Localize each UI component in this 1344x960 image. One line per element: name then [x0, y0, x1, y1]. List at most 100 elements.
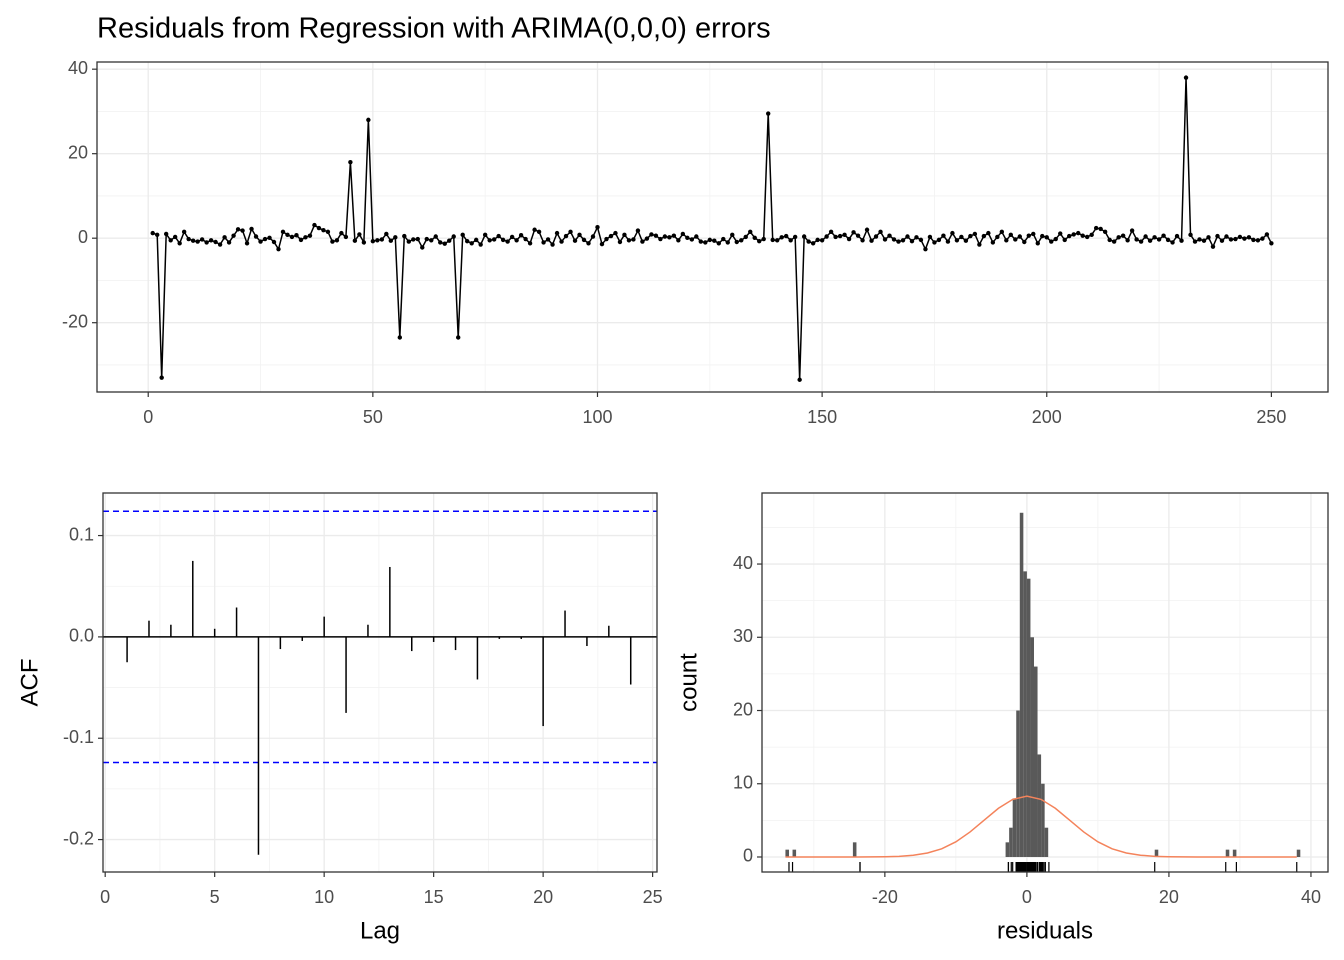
residual-point: [658, 236, 663, 242]
residual-point: [613, 230, 618, 236]
residual-point: [1008, 232, 1014, 238]
residual-point: [348, 159, 353, 165]
residual-point: [1264, 232, 1270, 237]
residual-point: [806, 239, 811, 244]
residual-point: [1246, 235, 1252, 240]
residual-point: [1049, 239, 1054, 244]
residual-point: [1134, 237, 1139, 242]
residual-point: [851, 230, 856, 235]
y-tick-label: 20: [733, 699, 753, 719]
residual-point: [1206, 235, 1211, 240]
residual-point: [653, 233, 659, 238]
residual-point: [1035, 241, 1040, 246]
residual-point: [217, 242, 223, 247]
residual-point: [757, 238, 762, 244]
residual-point: [352, 238, 358, 243]
y-tick-label: 0.1: [69, 524, 94, 544]
x-tick-label: -20: [872, 887, 898, 907]
panel-background: [762, 493, 1328, 872]
residual-point: [792, 234, 798, 240]
residual-point: [968, 233, 973, 239]
residual-point: [833, 234, 838, 240]
residual-point: [689, 237, 695, 242]
residual-point: [312, 222, 317, 228]
residual-point: [774, 238, 780, 243]
residual-point: [604, 236, 609, 242]
residual-point: [1017, 234, 1023, 239]
residual-point: [473, 237, 479, 243]
residual-point: [743, 234, 748, 240]
residual-point: [721, 236, 726, 242]
residual-point: [244, 241, 250, 246]
histogram-bar: [1033, 666, 1038, 857]
residual-point: [325, 229, 331, 235]
residual-point: [950, 230, 955, 236]
residual-point: [487, 238, 492, 243]
residual-point: [280, 229, 286, 235]
residual-line: [152, 77, 1273, 380]
residual-point: [685, 235, 690, 240]
x-tick-label: 0: [143, 407, 153, 427]
residual-point: [1174, 233, 1180, 239]
residual-point: [1143, 234, 1148, 239]
residual-point: [977, 242, 982, 247]
residual-point: [1031, 231, 1036, 237]
residual-point: [482, 232, 488, 238]
residual-point: [1026, 233, 1031, 238]
panel-border: [96, 61, 1329, 393]
residual-point: [357, 232, 362, 237]
residual-point: [752, 235, 757, 240]
residual-point: [1260, 236, 1265, 241]
histogram-bar: [1026, 578, 1031, 857]
residual-point: [635, 228, 641, 233]
residual-point: [586, 241, 591, 246]
y-tick-label: 0: [743, 846, 753, 866]
residual-point: [163, 231, 169, 237]
residual-point: [707, 237, 713, 243]
residual-point: [276, 246, 281, 252]
residual-point: [1224, 234, 1229, 239]
residual-point: [545, 237, 551, 242]
residual-point: [990, 240, 996, 245]
residual-point: [842, 232, 847, 238]
residual-point: [860, 238, 865, 243]
residual-point: [1102, 229, 1108, 235]
residual-point: [150, 230, 155, 236]
residual-point: [429, 238, 434, 243]
histogram-bar: [1030, 637, 1034, 857]
residual-point: [181, 229, 187, 235]
residual-point: [608, 233, 614, 239]
residual-point: [617, 239, 623, 245]
residual-point: [1219, 238, 1225, 243]
residual-point: [882, 237, 888, 242]
residual-point: [1147, 238, 1153, 243]
residual-point: [505, 239, 510, 244]
residual-point: [1179, 238, 1184, 243]
chart-title: Residuals from Regression with ARIMA(0,0…: [97, 13, 771, 45]
residual-point: [887, 233, 892, 238]
residual-point: [491, 237, 497, 242]
residual-point: [199, 237, 205, 242]
residual-point: [1053, 236, 1058, 242]
residual-point: [590, 234, 596, 239]
residual-point: [420, 245, 425, 250]
residual-point: [626, 238, 632, 243]
residual-point: [456, 335, 461, 340]
residual-point: [195, 239, 200, 244]
residual-point: [1111, 239, 1117, 244]
residual-point: [703, 240, 708, 245]
residual-point: [680, 231, 686, 237]
residual-point: [411, 237, 416, 242]
residual-point: [739, 238, 744, 243]
residual-point: [671, 233, 677, 238]
residual-point: [761, 236, 766, 242]
residual-point: [941, 233, 946, 238]
residual-point: [1156, 237, 1162, 242]
residual-point: [644, 236, 650, 241]
residual-point: [1044, 235, 1049, 240]
residual-point: [846, 236, 852, 242]
residual-point: [640, 239, 645, 244]
residual-point: [1165, 237, 1171, 243]
residual-point: [433, 234, 438, 239]
